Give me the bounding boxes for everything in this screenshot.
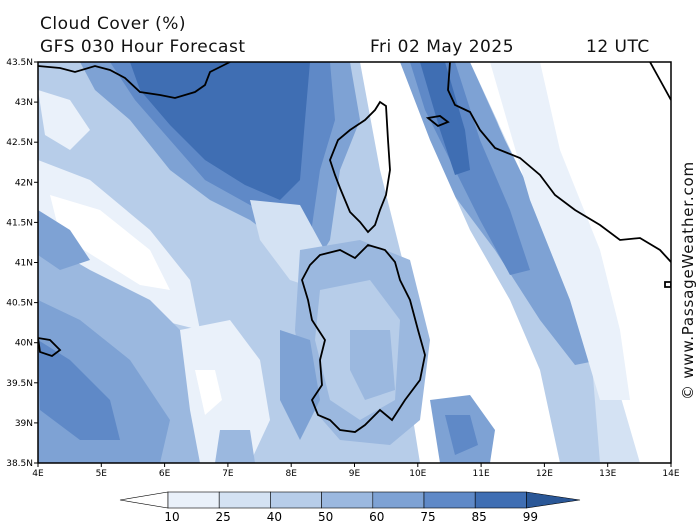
latitude-axis: 43.5N 43N 42.5N 42N 41.5N 41N 40.5N 40N 39.5N 39N… [6, 58, 38, 469]
lon-label: 10E [409, 469, 426, 479]
lon-label: 8E [285, 469, 297, 479]
legend-arrow-high [526, 491, 581, 509]
legend-swatch [270, 491, 322, 509]
legend-label: 25 [216, 510, 231, 524]
lat-label: 43.5N [6, 58, 33, 68]
lat-label: 42.5N [6, 138, 33, 148]
legend-swatch [321, 491, 374, 509]
legend-label: 99 [523, 510, 538, 524]
ponza-coastline [664, 281, 671, 288]
legend-swatch [218, 491, 271, 509]
legend-label: 75 [420, 510, 435, 524]
legend-swatch [474, 491, 527, 509]
lon-label: 12E [536, 469, 553, 479]
legend-label: 85 [472, 510, 487, 524]
forecast-date: Fri 02 May 2025 [370, 37, 515, 57]
lat-label: 40N [15, 339, 33, 349]
lon-label: 7E [222, 469, 234, 479]
lat-label: 41.5N [6, 218, 33, 228]
forecast-label: GFS 030 Hour Forecast [40, 37, 246, 57]
color-legend: 10 25 40 50 60 75 85 99 [119, 491, 581, 524]
sardinia-coastline [301, 243, 426, 433]
lon-label: 14E [662, 469, 679, 479]
corsica-coastline [329, 100, 391, 234]
lat-label: 39.5N [6, 379, 33, 389]
lon-label: 6E [159, 469, 171, 479]
cloud-field [38, 62, 671, 463]
elba-coastline [425, 115, 450, 128]
lat-label: 38.5N [6, 459, 33, 469]
legend-label: 60 [369, 510, 384, 524]
lat-label: 39N [15, 419, 33, 429]
lon-label: 4E [32, 469, 44, 479]
lon-label: 5E [96, 469, 108, 479]
lon-label: 13E [599, 469, 616, 479]
lat-label: 40.5N [6, 299, 33, 309]
italy-coastline [447, 62, 671, 263]
legend-arrow-low [119, 491, 169, 509]
lat-label: 42N [15, 178, 33, 188]
legend-swatch [372, 491, 425, 509]
lon-label: 11E [473, 469, 490, 479]
legend-label: 10 [164, 510, 179, 524]
forecast-time: 12 UTC [586, 37, 650, 57]
italy-east-coastline [649, 62, 671, 101]
legend-label: 40 [267, 510, 282, 524]
longitude-axis: 4E 5E 6E 7E 8E 9E 10E 11E 12E 13E 14E [32, 463, 680, 479]
map-title: Cloud Cover (%) [40, 14, 187, 34]
minorca-coastline [38, 337, 62, 358]
legend-label: 50 [318, 510, 333, 524]
lat-label: 41N [15, 259, 33, 269]
legend-swatch [423, 491, 476, 509]
lon-label: 9E [349, 469, 361, 479]
coastlines [38, 62, 671, 433]
lat-label: 43N [15, 98, 33, 108]
legend-swatch [167, 491, 220, 509]
france-coastline [38, 62, 231, 99]
